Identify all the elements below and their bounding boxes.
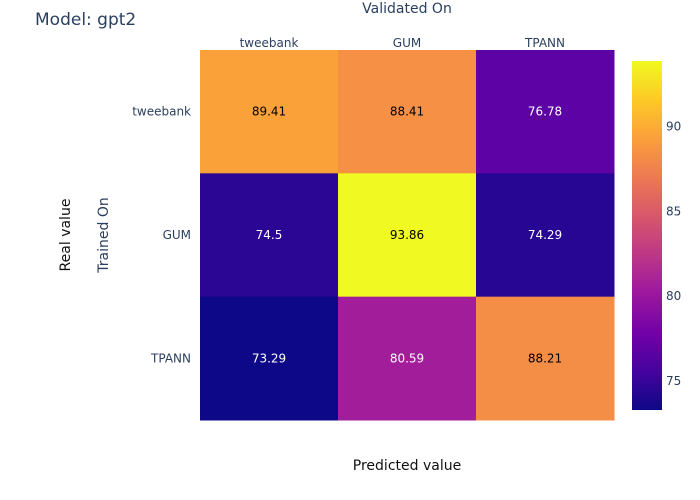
colorbar-tick-label: 85 (666, 204, 681, 218)
heatmap-cell (200, 173, 339, 298)
y-tick-label: TPANN (150, 351, 191, 365)
cell-value-label: 89.41 (252, 105, 286, 119)
colorbar-tick-label: 80 (666, 289, 681, 303)
colorbar-ticks: 75 80 85 90 (666, 119, 681, 387)
cell-value-label: 74.29 (528, 228, 562, 242)
heatmap-cell (476, 50, 615, 174)
cell-value-label: 88.41 (390, 105, 424, 119)
outer-x-label: Predicted value (353, 458, 461, 474)
heatmap-cell (200, 296, 339, 421)
y-tick-labels: tweebank GUM TPANN (132, 105, 191, 366)
heatmap-cell (338, 50, 477, 174)
chart-title: Model: gpt2 (35, 10, 136, 30)
heatmap-cell (338, 173, 477, 298)
heatmap-cell (476, 296, 615, 421)
x-axis-title: Validated On (362, 1, 452, 17)
heatmap-cell (476, 173, 615, 298)
outer-y-label: Real value (58, 199, 74, 272)
x-tick-labels: tweebank GUM TPANN (240, 36, 565, 50)
cell-value-label: 76.78 (528, 105, 562, 119)
y-tick-label: tweebank (132, 105, 191, 119)
cell-value-label: 74.5 (256, 228, 283, 242)
y-axis-title: Trained On (96, 197, 112, 273)
colorbar-tick-label: 90 (666, 119, 681, 133)
heatmap-cell (338, 296, 477, 421)
heatmap-cells: 89.41 88.41 76.78 74.5 93.86 74.29 73.29 80.59 8… (200, 50, 615, 421)
cell-value-label: 88.21 (528, 351, 562, 365)
colorbar (632, 61, 662, 410)
x-tick-label: GUM (393, 36, 421, 50)
y-tick-label: GUM (163, 228, 191, 242)
colorbar-tick-label: 75 (666, 374, 681, 388)
x-tick-label: TPANN (524, 36, 565, 50)
cell-value-label: 80.59 (390, 351, 424, 365)
cell-value-label: 93.86 (390, 228, 424, 242)
x-tick-label: tweebank (240, 36, 299, 50)
cell-value-label: 73.29 (252, 351, 286, 365)
heatmap-cell (200, 50, 339, 174)
